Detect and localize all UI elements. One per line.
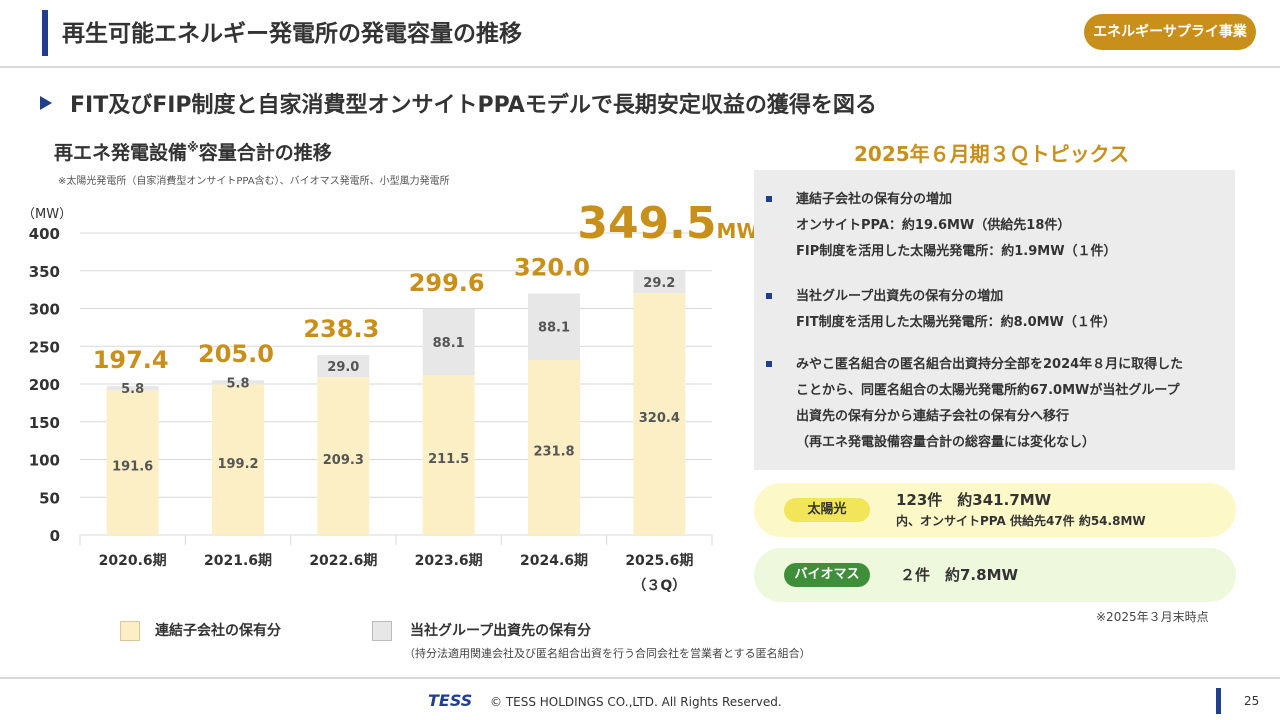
triangle-bullet-icon — [40, 96, 52, 110]
copyright: © TESS HOLDINGS CO.,LTD. All Rights Rese… — [490, 695, 782, 709]
page-number: 25 — [1244, 694, 1260, 708]
topic-line: FIP制度を活用した太陽光発電所：約1.9MW（１件） — [796, 244, 1117, 259]
chart-heading-rest: 容量合計の推移 — [198, 142, 332, 164]
chart-heading-main: 再エネ発電設備 — [54, 142, 188, 164]
topic-line: 出資先の保有分から連結子会社の保有分へ移行 — [796, 409, 1070, 424]
data-label-affiliate: 5.8 — [226, 376, 249, 391]
x-tick-label: 2025.6期 — [625, 553, 693, 569]
square-bullet-icon — [766, 361, 772, 367]
topic-line: （再エネ発電設備容量合計の総容量には変化なし） — [796, 435, 1096, 450]
biomass-tag: バイオマス — [784, 563, 870, 587]
data-label-affiliate: 29.0 — [327, 360, 359, 375]
square-bullet-icon — [766, 293, 772, 299]
y-tick-label: 350 — [29, 263, 60, 281]
y-tick-label: 50 — [39, 489, 60, 507]
topic-line: オンサイトPPA：約19.6MW（供給先18件） — [796, 218, 1071, 233]
bar-segment-subsidiary — [106, 390, 159, 535]
page-title: 再生可能エネルギー発電所の発電容量の推移 — [62, 21, 522, 47]
bar-segment-subsidiary — [528, 359, 580, 535]
data-label-subsidiary: 209.3 — [323, 453, 364, 468]
data-label-subsidiary: 199.2 — [217, 457, 258, 472]
topic-line: ことから、同匿名組合の太陽光発電所約67.0MWが当社グループ — [796, 383, 1180, 398]
bar-segment-affiliate — [106, 385, 159, 391]
chart-footnote: ※太陽光発電所（自家消費型オンサイトPPA含む）、バイオマス発電所、小型風力発電… — [58, 176, 450, 187]
y-axis-label: （MW） — [22, 207, 72, 222]
square-bullet-icon — [766, 196, 772, 202]
y-tick-label: 100 — [29, 452, 60, 470]
topic-item: 連結子会社の保有分の増加 オンサイトPPA：約19.6MW（供給先18件） FI… — [766, 187, 1117, 265]
legend-note: （持分法適用関連会社及び匿名組合出資を行う合同会社を営業者とする匿名組合） — [404, 647, 811, 660]
y-tick-label: 200 — [29, 376, 60, 394]
topic-line: 当社グループ出資先の保有分の増加 — [796, 289, 1004, 304]
solar-onsite-ppa: 内、オンサイトPPA 供給先47件 約54.8MW — [896, 514, 1146, 528]
stacked-bar-chart: （MW） 0 50 100 150 200 250 300 350 400 191.6 5.8 197.… — [22, 198, 758, 594]
topic-item: 当社グループ出資先の保有分の増加 FIT制度を活用した太陽光発電所：約8.0MW… — [766, 284, 1116, 336]
header-divider — [0, 66, 1280, 68]
x-tick-label: 2020.6期 — [99, 553, 167, 569]
x-tick-label: 2021.6期 — [204, 553, 272, 569]
solar-capacity: 123件 約341.7MW — [896, 491, 1052, 509]
legend-swatch-subsidiary — [120, 621, 140, 641]
biomass-capacity: ２件 約7.8MW — [900, 566, 1019, 584]
data-label-subsidiary: 191.6 — [112, 460, 153, 475]
topic-line: みやこ匿名組合の匿名組合出資持分全部を2024年８月に取得した — [796, 357, 1184, 372]
topic-line: FIT制度を活用した太陽光発電所：約8.0MW（１件） — [796, 315, 1116, 330]
bar-segment-affiliate — [317, 355, 370, 377]
bar-segment-affiliate — [528, 293, 580, 360]
data-label-subsidiary: 231.8 — [533, 444, 574, 459]
x-tick-label: 2023.6期 — [415, 553, 483, 569]
footer-accent-bar — [1216, 688, 1221, 714]
solar-summary: 太陽光 123件 約341.7MW 内、オンサイトPPA 供給先47件 約54.… — [754, 483, 1236, 537]
bar-segment-subsidiary — [422, 375, 475, 535]
topic-line: 連結子会社の保有分の増加 — [796, 192, 953, 207]
y-tick-label: 250 — [29, 338, 60, 356]
total-label: 320.0 — [514, 253, 590, 281]
legend-swatch-affiliate — [372, 621, 392, 641]
y-tick-label: 300 — [29, 301, 60, 319]
data-label-affiliate: 29.2 — [643, 276, 675, 291]
x-tick-sublabel: （３Q） — [632, 578, 686, 594]
y-tick-label: 400 — [29, 225, 60, 243]
bar-segment-affiliate — [422, 308, 475, 376]
x-tick-label: 2024.6期 — [520, 553, 588, 569]
data-label-affiliate: 5.8 — [121, 382, 144, 397]
legend-label-subsidiary: 連結子会社の保有分 — [155, 623, 281, 639]
bar-segment-affiliate — [633, 271, 686, 294]
bar-segment-subsidiary — [633, 293, 686, 535]
footer-divider — [0, 677, 1280, 679]
total-unit: MW — [717, 219, 759, 243]
tess-logo: TESS — [428, 691, 473, 710]
y-tick-label: 150 — [29, 414, 60, 432]
slide-subtitle: FIT及びFIP制度と自家消費型オンサイトPPAモデルで長期安定収益の獲得を図る — [70, 93, 877, 118]
topics-title: 2025年６月期３Ｑトピックス — [854, 142, 1130, 166]
total-label: 238.3 — [303, 315, 379, 343]
y-tick-label: 0 — [50, 527, 60, 545]
bar-segment-subsidiary — [212, 384, 264, 535]
total-label: 205.0 — [198, 340, 274, 368]
segment-badge: エネルギーサプライ事業 — [1084, 14, 1256, 50]
title-accent-bar — [42, 10, 48, 56]
bar-segment-subsidiary — [317, 376, 370, 535]
bar-segment-affiliate — [212, 380, 264, 385]
legend-label-affiliate: 当社グループ出資先の保有分 — [410, 623, 592, 639]
data-label-affiliate: 88.1 — [433, 336, 465, 351]
total-label: 349.5MW — [577, 198, 758, 249]
biomass-summary: バイオマス ２件 約7.8MW — [754, 548, 1236, 602]
topic-item: みやこ匿名組合の匿名組合出資持分全部を2024年８月に取得した ことから、同匿名… — [766, 352, 1183, 456]
solar-tag: 太陽光 — [784, 498, 870, 522]
total-label: 197.4 — [93, 346, 169, 374]
chart-heading-mark: ※ — [187, 140, 199, 155]
total-label: 299.6 — [409, 269, 485, 297]
data-label-subsidiary: 320.4 — [639, 411, 680, 426]
data-label-affiliate: 88.1 — [538, 321, 570, 336]
data-label-subsidiary: 211.5 — [428, 452, 469, 467]
as-of-date: ※2025年３月末時点 — [1096, 610, 1209, 624]
chart-heading: 再エネ発電設備※容量合計の推移 — [54, 138, 332, 165]
topics-panel — [754, 170, 1235, 470]
x-tick-label: 2022.6期 — [309, 553, 377, 569]
